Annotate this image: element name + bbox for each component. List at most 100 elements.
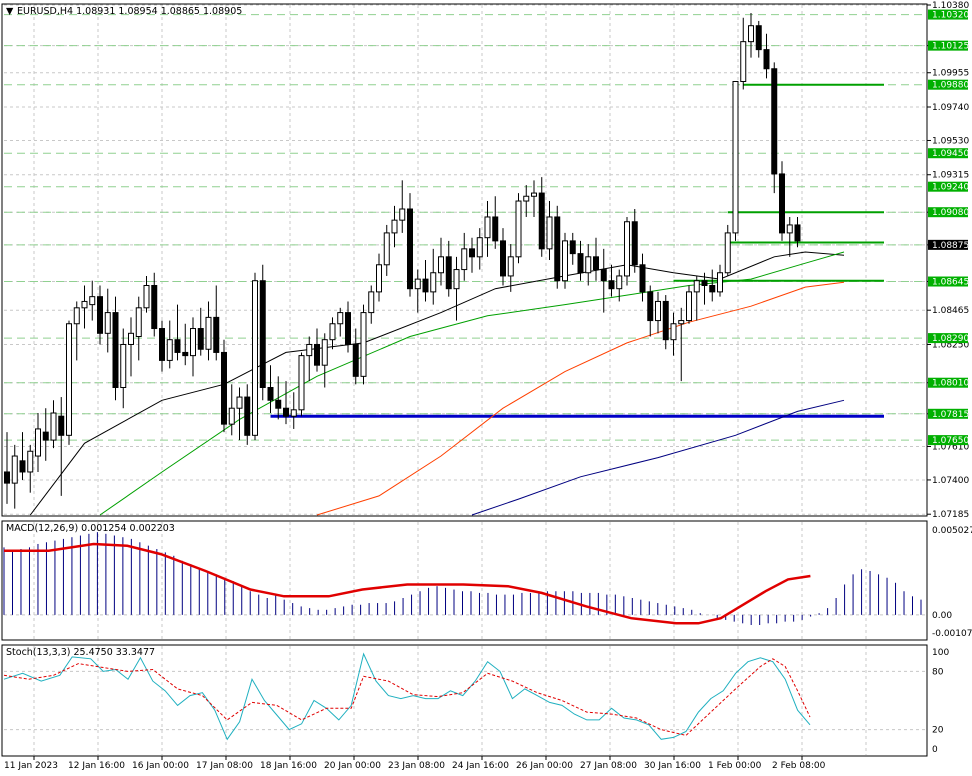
candle-body xyxy=(523,195,530,202)
macd-tick-label: 0.005027 xyxy=(932,526,972,536)
time-tick-label: 24 Jan 16:00 xyxy=(452,761,509,771)
level-price-label: 1.10320 xyxy=(932,11,969,21)
macd-signal-line xyxy=(4,542,811,625)
time-tick-label: 18 Jan 16:00 xyxy=(260,761,317,771)
moving-average-line xyxy=(29,251,845,516)
candle-body xyxy=(104,312,111,334)
candle-body xyxy=(476,237,483,258)
candle-body xyxy=(678,320,685,325)
candle-body xyxy=(740,41,747,82)
candle-body xyxy=(577,253,584,274)
candle-body xyxy=(624,221,630,277)
candle-body xyxy=(275,399,282,409)
level-price-label: 1.08290 xyxy=(932,334,969,344)
candle-body xyxy=(562,240,568,282)
candle-body xyxy=(283,407,289,417)
time-axis: 11 Jan 2023 12 Jan 16:00 16 Jan 00:00 17 Ja… xyxy=(4,756,826,771)
candle-body xyxy=(507,256,514,277)
candle-body xyxy=(329,323,336,341)
macd-tick-label: 0.00 xyxy=(932,611,952,621)
candle-body xyxy=(546,216,553,250)
candle-body xyxy=(670,323,677,341)
candle-body xyxy=(143,285,150,309)
time-tick-label: 1 Feb 00:00 xyxy=(708,761,762,771)
candle-body xyxy=(445,256,452,290)
candle-body xyxy=(166,339,173,361)
candle-body xyxy=(399,208,406,221)
candle-body xyxy=(600,269,607,282)
candle-body xyxy=(492,216,499,242)
level-price-label: 1.09240 xyxy=(932,183,969,193)
time-tick-label: 16 Jan 00:00 xyxy=(132,761,189,771)
price-tick-label: 1.07610 xyxy=(932,442,969,452)
price-axis: 1.10380 1.10125 1.09955 1.09740 1.09530 1.093… xyxy=(927,1,972,755)
candle-body xyxy=(515,200,522,258)
candle-body xyxy=(368,291,375,314)
price-tick-label: 1.08465 xyxy=(932,306,969,316)
time-tick-label: 11 Jan 2023 xyxy=(4,761,58,771)
candle-body xyxy=(376,264,382,293)
candle-body xyxy=(151,285,158,330)
moving-average-line xyxy=(99,251,845,516)
time-tick-label: 26 Jan 00:00 xyxy=(516,761,573,771)
candle-body xyxy=(693,280,700,293)
level-price-label: 1.07650 xyxy=(932,436,969,446)
candle-body xyxy=(647,291,654,322)
main-pane-frame xyxy=(1,3,928,517)
level-price-tag xyxy=(928,79,968,90)
price-tick-label: 1.08250 xyxy=(932,340,969,350)
price-tick-label: 1.09955 xyxy=(932,69,969,79)
candle-body xyxy=(42,431,49,441)
stoch-tick-label: 0 xyxy=(932,745,938,755)
time-tick-label: 2 Feb 08:00 xyxy=(772,761,826,771)
stoch-label: Stoch(13,3,3) 25.4750 33.3477 xyxy=(6,647,155,658)
level-price-label: 1.09880 xyxy=(932,81,969,91)
moving-averages xyxy=(29,251,845,516)
candle-body xyxy=(771,68,778,175)
candle-body xyxy=(159,328,165,361)
time-tick-label: 27 Jan 08:00 xyxy=(580,761,637,771)
candle-body xyxy=(35,428,41,457)
level-price-tag xyxy=(928,408,968,419)
candle-body xyxy=(407,208,413,290)
candle-body xyxy=(337,312,344,325)
candle-body xyxy=(391,219,398,234)
moving-average-line xyxy=(471,399,845,516)
candle-body xyxy=(112,312,119,388)
candle-body xyxy=(135,307,142,337)
candle-body xyxy=(228,407,235,425)
stoch-pane-frame xyxy=(1,644,928,757)
time-tick-label: 20 Jan 00:00 xyxy=(324,761,381,771)
candle-body xyxy=(236,396,243,409)
level-price-label: 1.07815 xyxy=(932,410,969,420)
level-price-label: 1.10125 xyxy=(932,42,969,52)
price-tick-label: 1.07185 xyxy=(932,510,969,520)
price-tick-label: 1.09530 xyxy=(932,136,969,146)
candle-body xyxy=(19,460,26,473)
candle-body xyxy=(631,221,638,266)
level-price-tag xyxy=(928,276,968,287)
price-tick-label: 1.09740 xyxy=(932,103,969,113)
candle-body xyxy=(763,49,770,70)
time-tick-label: 17 Jan 08:00 xyxy=(196,761,253,771)
candle-body xyxy=(267,387,274,401)
candle-body xyxy=(422,278,429,293)
collapse-icon[interactable]: ▼ xyxy=(6,6,14,17)
candle-body xyxy=(469,248,475,258)
time-tick-label: 30 Jan 16:00 xyxy=(644,761,701,771)
candle-body xyxy=(662,300,669,341)
level-price-tag xyxy=(928,9,968,20)
candle-body xyxy=(593,256,599,271)
candle-body xyxy=(538,192,545,250)
candle-body xyxy=(244,396,251,436)
stoch-signal-line xyxy=(3,658,811,736)
candle-body xyxy=(50,412,57,441)
candle-body xyxy=(755,25,762,51)
candle-body xyxy=(484,216,491,239)
candle-body xyxy=(732,81,739,234)
candle-body xyxy=(252,280,258,436)
price-tick-label: 1.07400 xyxy=(932,476,969,486)
candle-body xyxy=(298,355,305,411)
level-price-label: 1.09080 xyxy=(932,208,969,218)
candle-body xyxy=(205,316,212,350)
